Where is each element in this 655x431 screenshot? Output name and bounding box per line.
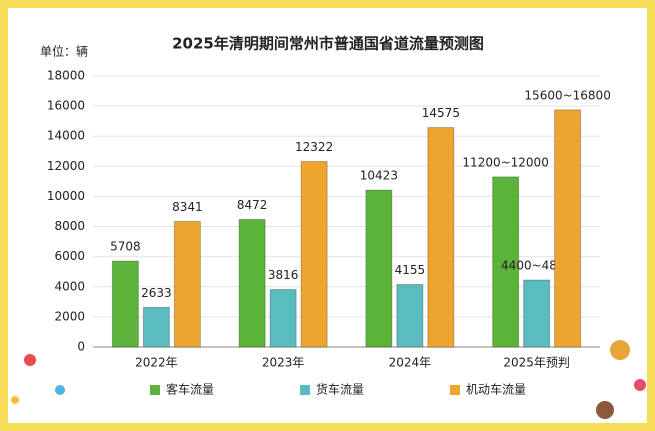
bar — [365, 189, 393, 348]
value-label: 12322 — [295, 140, 333, 154]
bar — [554, 109, 582, 348]
y-tick-label: 12000 — [47, 159, 85, 173]
y-tick-label: 2000 — [54, 309, 85, 323]
value-label: 4400~4800 — [501, 259, 572, 273]
bar — [142, 306, 170, 348]
legend-swatch — [300, 385, 310, 395]
value-label: 15600~16800 — [524, 88, 610, 102]
bar — [396, 283, 424, 348]
x-tick-label: 2022年 — [135, 356, 178, 370]
value-label: 14575 — [422, 106, 460, 120]
y-tick-label: 0 — [77, 340, 85, 354]
value-label: 11200~12000 — [462, 155, 548, 169]
value-label: 5708 — [110, 240, 141, 254]
x-tick-label: 2023年 — [262, 356, 305, 370]
bar — [269, 289, 297, 348]
bar — [523, 279, 551, 348]
legend-swatch — [450, 385, 460, 395]
value-label: 3816 — [268, 268, 299, 282]
legend-label: 机动车流量 — [466, 382, 526, 397]
bar — [492, 176, 520, 348]
y-tick-label: 10000 — [47, 189, 85, 203]
x-tick-label: 2024年 — [389, 356, 432, 370]
bar — [238, 218, 266, 348]
y-tick-label: 4000 — [54, 279, 85, 293]
legend-label: 货车流量 — [316, 382, 364, 397]
bar — [173, 220, 201, 348]
value-label: 8341 — [172, 200, 203, 214]
value-label: 10423 — [360, 169, 398, 183]
value-label: 4155 — [395, 263, 426, 277]
x-tick-label: 2025年预判 — [503, 356, 570, 370]
decoration — [11, 340, 646, 419]
y-tick-label: 6000 — [54, 249, 85, 263]
value-label: 2633 — [141, 286, 172, 300]
y-tick-label: 16000 — [47, 99, 85, 113]
value-label: 8472 — [237, 198, 268, 212]
y-tick-label: 18000 — [47, 69, 85, 83]
legend-label: 客车流量 — [166, 382, 214, 397]
chart-title: 2025年清明期间常州市普通国省道流量预测图 — [172, 35, 484, 53]
bar — [111, 260, 139, 348]
legend-swatch — [150, 385, 160, 395]
bar — [300, 160, 328, 348]
bar — [427, 127, 455, 348]
y-tick-label: 8000 — [54, 219, 85, 233]
y-tick-label: 14000 — [47, 129, 85, 143]
unit-label: 单位：辆 — [40, 44, 88, 59]
